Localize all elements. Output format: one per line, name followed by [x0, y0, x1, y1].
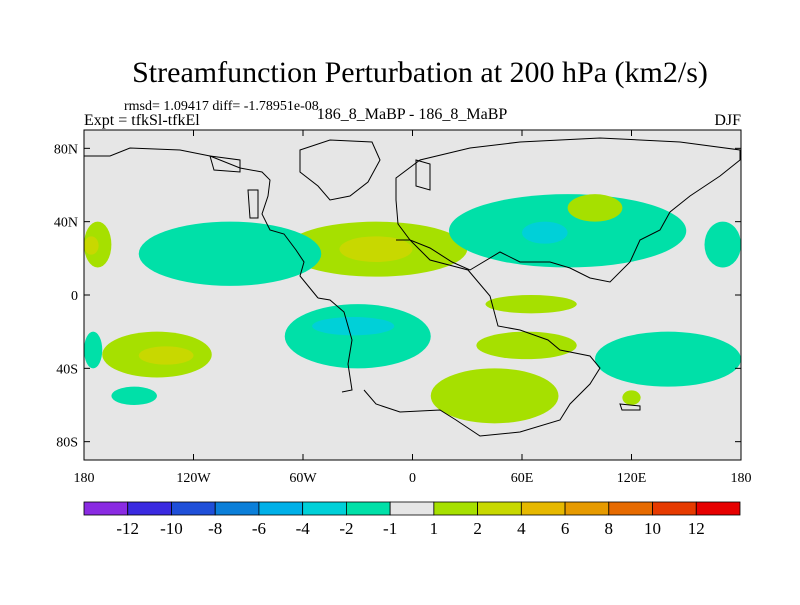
y-tick-label-4: 80S: [56, 436, 78, 451]
colorbar-label-2: -8: [208, 519, 222, 538]
colorbar-swatch-12: [608, 501, 653, 516]
contour-region-australia-negative: [595, 331, 741, 387]
colorbar: -12 -10 -8 -6 -4 -2 -1 1 2 4 6 8 10 12: [83, 501, 741, 538]
x-tick-label-6: 180: [731, 471, 752, 486]
colorbar-label-9: 4: [517, 519, 526, 538]
contour-region-asia-nh-negative: [449, 194, 687, 268]
contour-region-dateline-sh-negative: [84, 331, 103, 369]
contour-region-dateline-east-negative: [704, 221, 741, 268]
contour-region-pacific-sh-core: [138, 346, 194, 365]
y-tick-label-0: 80N: [54, 142, 78, 157]
y-tick-label-1: 40N: [54, 216, 78, 231]
colorbar-label-13: 12: [688, 519, 705, 538]
contour-region-small-sh-island: [622, 390, 641, 405]
colorbar-swatch-9: [477, 501, 522, 516]
season-label: DJF: [714, 112, 741, 129]
contour-region-east-asia-positive: [567, 194, 623, 222]
stats-label: rmsd= 1.09417 diff= -1.78951e-08: [124, 99, 319, 114]
colorbar-label-1: -10: [160, 519, 183, 538]
colorbar-swatch-3: [214, 501, 260, 516]
chart-title: Streamfunction Perturbation at 200 hPa (…: [132, 56, 708, 89]
contour-region-far-sh-negative: [111, 386, 157, 406]
colorbar-label-3: -6: [252, 519, 266, 538]
colorbar-label-7: 1: [430, 519, 439, 538]
coastlines: [84, 137, 741, 437]
colorbar-label-6: -1: [383, 519, 397, 538]
x-tick-label-0: 180: [74, 471, 95, 486]
colorbar-swatch-10: [520, 501, 566, 516]
colorbar-swatch-1: [127, 501, 172, 516]
x-tick-label-4: 60E: [511, 471, 534, 486]
coastline-islands: [209, 155, 431, 219]
colorbar-label-12: 10: [644, 519, 661, 538]
colorbar-swatch-5: [302, 501, 347, 516]
map-axes: 180 120W 60W 0 60E 120E 180 80N 40N 0 40S 80S: [54, 130, 752, 486]
colorbar-label-8: 2: [473, 519, 482, 538]
y-tick-label-3: 40S: [56, 362, 78, 377]
colorbar-label-0: -12: [116, 519, 139, 538]
colorbar-label-11: 8: [605, 519, 614, 538]
contour-region-dateline-nh-core: [84, 236, 99, 255]
coastline-australia: [619, 403, 641, 411]
contour-region-atlantic-nh-core: [339, 236, 413, 262]
colorbar-swatch-2: [171, 501, 216, 516]
coastline-south-america: [317, 297, 353, 393]
coastline-north-america: [84, 147, 319, 299]
contour-region-eastern-pacific-negative: [138, 221, 322, 286]
colorbar-swatch-7: [389, 501, 435, 516]
x-tick-label-3: 0: [409, 471, 416, 486]
experiment-label: Expt = tfkSl-tfkEl: [84, 112, 200, 129]
case-label: 186_8_MaBP - 186_8_MaBP: [317, 106, 508, 123]
colorbar-swatch-0: [83, 501, 129, 516]
y-tick-label-2: 0: [71, 289, 78, 304]
colorbar-label-10: 6: [561, 519, 570, 538]
contour-region-indian-positive: [485, 295, 577, 314]
colorbar-swatch-8: [433, 501, 479, 516]
colorbar-swatch-11: [564, 501, 610, 516]
colorbar-swatch-14: [695, 501, 741, 516]
contour-region-south-atlantic-negative: [284, 304, 431, 369]
contour-region-southern-africa-positive: [430, 368, 559, 424]
colorbar-label-5: -2: [339, 519, 353, 538]
x-tick-label-1: 120W: [176, 471, 211, 486]
contour-regions: [84, 194, 741, 424]
x-tick-label-5: 120E: [617, 471, 647, 486]
coastline-eurasia: [395, 137, 741, 283]
contour-region-east-indian-positive: [476, 331, 577, 360]
contour-region-south-atlantic-core: [312, 317, 395, 336]
map-background: [84, 130, 741, 460]
coastline-africa: [363, 239, 601, 437]
colorbar-swatch-6: [345, 501, 391, 516]
contour-region-asia-nh-core: [522, 221, 568, 244]
coastline-greenland: [299, 139, 381, 201]
colorbar-swatch-4: [258, 501, 304, 516]
colorbar-label-4: -4: [296, 519, 311, 538]
x-tick-label-2: 60W: [289, 471, 317, 486]
colorbar-swatch-13: [652, 501, 697, 516]
